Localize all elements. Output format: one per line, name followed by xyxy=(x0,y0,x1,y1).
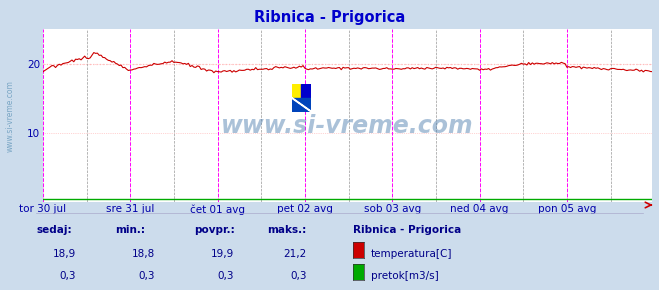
Text: Ribnica - Prigorica: Ribnica - Prigorica xyxy=(254,10,405,25)
Text: pretok[m3/s]: pretok[m3/s] xyxy=(371,271,439,281)
Polygon shape xyxy=(291,98,301,112)
Text: www.si-vreme.com: www.si-vreme.com xyxy=(5,80,14,152)
Polygon shape xyxy=(291,97,311,112)
Text: www.si-vreme.com: www.si-vreme.com xyxy=(221,114,474,138)
Text: temperatura[C]: temperatura[C] xyxy=(371,249,453,259)
Text: 19,9: 19,9 xyxy=(211,249,234,259)
Text: 0,3: 0,3 xyxy=(59,271,76,281)
Text: sedaj:: sedaj: xyxy=(36,225,72,235)
Text: min.:: min.: xyxy=(115,225,146,235)
Bar xyxy=(291,84,301,98)
Text: povpr.:: povpr.: xyxy=(194,225,235,235)
Text: 18,8: 18,8 xyxy=(132,249,155,259)
Text: 0,3: 0,3 xyxy=(290,271,306,281)
Polygon shape xyxy=(291,98,311,112)
Text: 18,9: 18,9 xyxy=(53,249,76,259)
Bar xyxy=(301,84,311,98)
Text: 0,3: 0,3 xyxy=(138,271,155,281)
Text: Ribnica - Prigorica: Ribnica - Prigorica xyxy=(353,225,461,235)
Text: maks.:: maks.: xyxy=(267,225,306,235)
Text: 0,3: 0,3 xyxy=(217,271,234,281)
Text: 21,2: 21,2 xyxy=(283,249,306,259)
